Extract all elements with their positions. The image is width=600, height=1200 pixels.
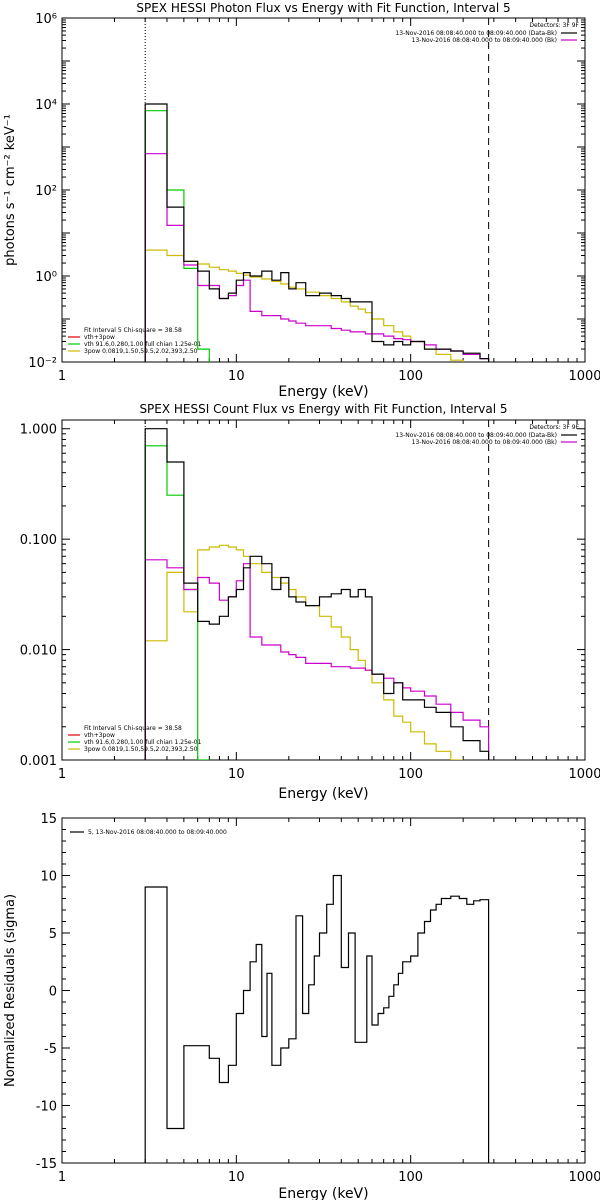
legend-entry-label: vth+3pow (84, 334, 115, 341)
series-line-2 (144, 153, 490, 362)
legend-entry-label: 13-Nov-2016 08:08:40.000 to 08:09:40.000… (395, 30, 557, 37)
data-area (144, 420, 490, 760)
x-tick-label: 10 (228, 767, 245, 782)
x-tick-label: 10 (228, 1170, 245, 1185)
x-tick-label: 1000 (568, 767, 600, 782)
chart-title: SPEX HESSI Photon Flux vs Energy with Fi… (136, 1, 510, 15)
y-tick-label: -10 (36, 1100, 57, 1115)
x-axis-label: Energy (keV) (278, 384, 368, 400)
y-axis-label: Normalized Residuals (sigma) (3, 894, 18, 1087)
y-tick-label: 15 (40, 812, 57, 827)
series-line-3 (144, 110, 210, 362)
series-line-4 (144, 544, 464, 760)
x-tick-label: 1 (58, 767, 66, 782)
legend-entry-label: 13-Nov-2016 08:08:40.000 to 08:09:40.000… (395, 432, 557, 439)
x-tick-label: 10 (228, 369, 245, 384)
y-tick-label: 10⁴ (35, 98, 57, 113)
x-axis-label: Energy (keV) (278, 1186, 368, 1200)
plot-frame (61, 817, 586, 1164)
chart-panel-3: 1 10 100 1000 Energy (keV) -15 -10 -5 0 5 10 15 Norm… (3, 812, 600, 1200)
y-tick-label: 5 (49, 927, 57, 942)
x-axis-label: Energy (keV) (278, 786, 368, 802)
x-tick-label: 100 (398, 767, 423, 782)
x-tick-label: 1 (58, 369, 66, 384)
series-line-3 (144, 445, 210, 760)
chart-panel-2: SPEX HESSI Count Flux vs Energy with Fit… (20, 402, 600, 802)
legend-entry-label: vth+3pow (84, 732, 115, 739)
y-tick-label: 10⁰ (35, 270, 57, 285)
y-tick-label: 10 (40, 870, 57, 885)
x-tick-label: 100 (398, 1170, 423, 1185)
legend-entry-label: Fit Interval 5 Chi-square = 38.58 (84, 725, 182, 732)
legend-entry-label: 13-Nov-2016 08:08:40.000 to 08:09:40.000… (412, 439, 557, 446)
legend-entry-label: vth 91.6,0.280,1.00 full chian 1.25e-01 (84, 341, 202, 348)
legend-entry-label: 3pow 0.0819,1.50,59.5,2.02,393,2.50 (84, 348, 198, 355)
series-line-1 (144, 428, 490, 760)
y-tick-label: 10⁶ (35, 12, 57, 27)
y-tick-label: 10⁻² (28, 356, 57, 371)
legend-detectors: Detectors: 3F 9F (529, 424, 579, 431)
x-tick-label: 1000 (568, 1170, 600, 1185)
legend-detectors: Detectors: 3F 9F (529, 22, 579, 29)
data-area (144, 874, 490, 1163)
legend-entry-label: Fit Interval 5 Chi-square = 38.58 (84, 327, 182, 334)
y-axis-label: photons s⁻¹ cm⁻² keV⁻¹ (3, 114, 18, 266)
plot-frame (61, 17, 586, 363)
y-tick-label: 0.001 (20, 754, 57, 769)
series-line-1 (144, 874, 490, 1163)
y-tick-label: 0.010 (20, 644, 57, 659)
legend-entry-label: vth 91.6,0.280,1.00 full chian 1.25e-01 (84, 739, 202, 746)
x-tick-label: 1000 (568, 369, 600, 384)
y-tick-label: 0 (49, 985, 57, 1000)
y-tick-label: 1.000 (20, 423, 57, 438)
x-tick-label: 100 (398, 369, 423, 384)
chart-title: SPEX HESSI Count Flux vs Energy with Fit… (139, 402, 507, 416)
y-tick-label: 0.100 (20, 533, 57, 548)
legend-entry-label: 13-Nov-2016 08:08:40.000 to 08:09:40.000… (412, 37, 557, 44)
y-tick-label: -5 (44, 1042, 57, 1057)
series-line-2 (144, 559, 490, 760)
chart-panel-1: SPEX HESSI Photon Flux vs Energy with Fi… (3, 1, 600, 400)
series-line-1 (144, 103, 490, 362)
legend-entry-label: 5, 13-Nov-2016 08:08:40.000 to 08:09:40.… (88, 829, 227, 836)
y-tick-label: 10² (35, 184, 57, 199)
data-area (144, 18, 490, 362)
y-tick-label: -15 (36, 1157, 57, 1172)
x-tick-label: 1 (58, 1170, 66, 1185)
plot-frame (61, 419, 586, 761)
legend-entry-label: 3pow 0.0819,1.50,59.5,2.02,393,2.50 (84, 746, 198, 753)
